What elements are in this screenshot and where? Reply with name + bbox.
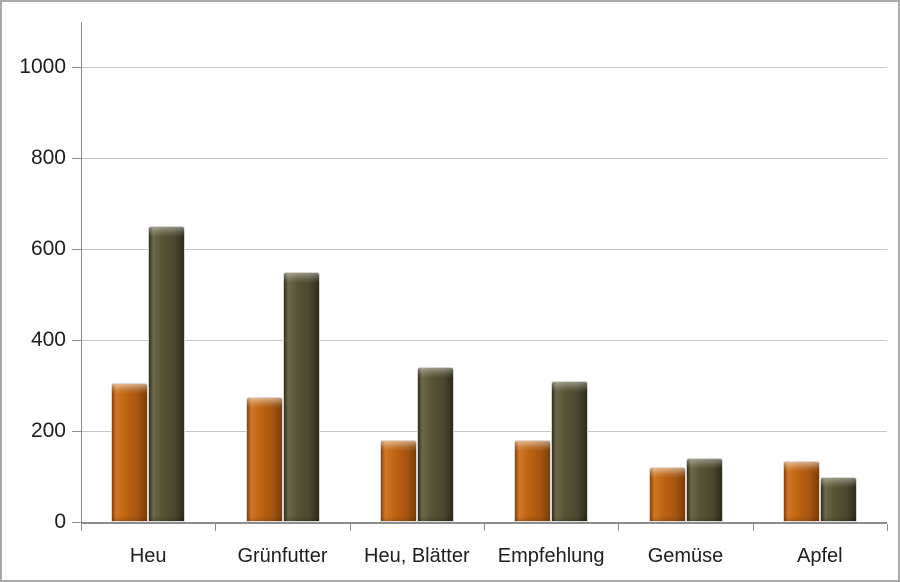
x-tick <box>81 524 82 531</box>
y-axis-line <box>81 22 82 528</box>
x-category-label: Heu <box>129 545 167 567</box>
x-category-label: Empfehlung <box>497 545 605 567</box>
y-tick-label: 800 <box>30 146 66 169</box>
y-tick-label: 600 <box>30 237 66 260</box>
bar-orange-4 <box>648 467 686 522</box>
gridline-1000 <box>81 67 887 68</box>
bar-olive-2 <box>416 367 454 522</box>
y-tick <box>72 67 81 68</box>
bar-olive-5 <box>819 476 857 522</box>
x-category-label: Gemüse <box>647 545 724 567</box>
bar-olive-4 <box>685 458 723 522</box>
bar-orange-1 <box>245 396 283 522</box>
bar-olive-3 <box>551 380 589 522</box>
x-tick <box>349 524 351 531</box>
x-category-label: Grünfutter <box>237 545 328 567</box>
gridline-600 <box>81 249 887 250</box>
x-tick <box>484 524 485 531</box>
y-tick-label: 0 <box>54 510 66 533</box>
y-tick-label: 1000 <box>19 55 66 78</box>
y-tick <box>72 158 81 159</box>
x-tick <box>618 524 620 531</box>
gridline-800 <box>81 158 887 159</box>
y-tick-label: 400 <box>30 328 66 351</box>
bar-orange-0 <box>111 383 149 522</box>
x-category-label: Heu, Blätter <box>364 545 470 567</box>
x-axis-line <box>81 522 887 524</box>
bar-orange-3 <box>514 440 552 522</box>
y-tick <box>72 431 81 432</box>
y-tick <box>72 522 81 523</box>
bar-orange-2 <box>379 440 417 522</box>
gridline-200 <box>81 431 887 432</box>
bar-olive-0 <box>148 226 186 522</box>
x-tick <box>752 524 754 531</box>
y-tick <box>72 340 81 341</box>
bar-olive-1 <box>282 271 320 522</box>
x-tick <box>215 524 217 531</box>
y-tick-label: 200 <box>30 419 66 442</box>
x-tick <box>887 524 888 531</box>
y-tick <box>72 249 81 250</box>
bar-orange-5 <box>782 460 820 522</box>
x-category-label: Apfel <box>797 545 843 567</box>
gridline-400 <box>81 340 887 341</box>
